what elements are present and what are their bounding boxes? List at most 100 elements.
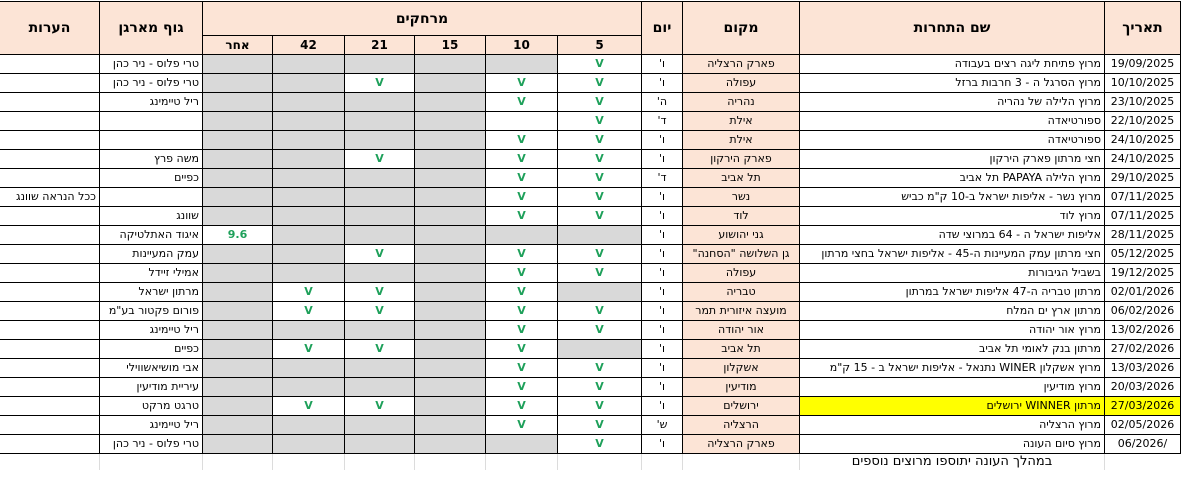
cell-competition-name[interactable]: מרוץ הלילה של נהריה: [799, 92, 1105, 112]
cell-distance-21[interactable]: [344, 111, 415, 131]
cell-day[interactable]: ו': [641, 244, 683, 264]
cell-day[interactable]: ו': [641, 225, 683, 245]
cell-distance-42[interactable]: [272, 434, 345, 454]
cell-distance-42[interactable]: [272, 225, 345, 245]
cell-day[interactable]: ו': [641, 358, 683, 378]
cell-distance-10[interactable]: V: [485, 282, 558, 302]
cell-place[interactable]: אילת: [682, 130, 800, 150]
cell-distance-5[interactable]: V: [557, 244, 642, 264]
cell-place[interactable]: עפולה: [682, 73, 800, 93]
cell-distance-5[interactable]: V: [557, 415, 642, 435]
cell-competition-name[interactable]: מרוץ מודיעין: [799, 377, 1105, 397]
cell-day[interactable]: ו': [641, 206, 683, 226]
cell-date[interactable]: 13/03/2026: [1104, 358, 1181, 378]
cell-distance-other[interactable]: [201, 54, 274, 74]
col-header-distance-5[interactable]: 5: [557, 35, 642, 55]
cell-date[interactable]: 02/05/2026: [1104, 415, 1181, 435]
cell-distance-42[interactable]: [272, 149, 345, 169]
cell-distance-10[interactable]: V: [485, 377, 558, 397]
cell-organizer[interactable]: [98, 130, 203, 150]
col-header-distance-15[interactable]: 15: [414, 35, 486, 55]
cell-day[interactable]: ו': [641, 54, 683, 74]
cell-distance-5[interactable]: V: [557, 187, 642, 207]
cell-day[interactable]: ו': [641, 73, 683, 93]
cell-distance-other[interactable]: [201, 377, 274, 397]
cell-distance-10[interactable]: [485, 434, 558, 454]
footer-cell-d5[interactable]: [557, 453, 642, 470]
cell-date[interactable]: 27/02/2026: [1104, 339, 1181, 359]
cell-organizer[interactable]: עמק המעיינות: [98, 244, 203, 264]
cell-distance-21[interactable]: [344, 320, 415, 340]
cell-distance-other[interactable]: [201, 339, 274, 359]
cell-competition-name[interactable]: מרוץ לוד: [799, 206, 1105, 226]
cell-organizer[interactable]: טרי פלוס - ניר כהן: [98, 54, 203, 74]
footer-cell-d15[interactable]: [414, 453, 486, 470]
cell-competition-name[interactable]: ספורטיאדה: [799, 111, 1105, 131]
cell-day[interactable]: ד': [641, 168, 683, 188]
cell-organizer[interactable]: טרי פלוס - ניר כהן: [98, 434, 203, 454]
cell-day[interactable]: ו': [641, 149, 683, 169]
cell-day[interactable]: ו': [641, 339, 683, 359]
cell-note[interactable]: [0, 130, 100, 150]
cell-distance-5[interactable]: V: [557, 320, 642, 340]
cell-distance-21[interactable]: [344, 434, 415, 454]
col-header-notes[interactable]: הערות: [0, 1, 100, 55]
cell-competition-name[interactable]: מרוץ הסרגל ה - 3 חרבות ברזל: [799, 73, 1105, 93]
cell-distance-other[interactable]: [201, 244, 274, 264]
cell-place[interactable]: לוד: [682, 206, 800, 226]
cell-place[interactable]: מועצה איזורית תמר: [682, 301, 800, 321]
cell-day[interactable]: ו': [641, 320, 683, 340]
cell-note[interactable]: [0, 358, 100, 378]
cell-distance-42[interactable]: [272, 187, 345, 207]
cell-distance-other[interactable]: [201, 434, 274, 454]
cell-distance-42[interactable]: V: [272, 396, 345, 416]
cell-date[interactable]: 07/11/2025: [1104, 206, 1181, 226]
cell-place[interactable]: פארק הירקון: [682, 149, 800, 169]
cell-day[interactable]: ו': [641, 263, 683, 283]
cell-date[interactable]: 10/10/2025: [1104, 73, 1181, 93]
cell-place[interactable]: נהריה: [682, 92, 800, 112]
cell-distance-other[interactable]: [201, 73, 274, 93]
cell-date[interactable]: 22/10/2025: [1104, 111, 1181, 131]
cell-organizer[interactable]: אמילי זיידל: [98, 263, 203, 283]
cell-competition-name[interactable]: מרוץ הלילה PAPAYA תל אביב: [799, 168, 1105, 188]
cell-competition-name[interactable]: בשביל הגיבורות: [799, 263, 1105, 283]
cell-distance-15[interactable]: [414, 415, 486, 435]
cell-competition-name[interactable]: מרתון טבריה ה-47 אליפות ישראל במרתון: [799, 282, 1105, 302]
cell-distance-5[interactable]: V: [557, 73, 642, 93]
cell-distance-21[interactable]: V: [344, 301, 415, 321]
cell-day[interactable]: ו': [641, 377, 683, 397]
cell-date[interactable]: 27/03/2026: [1104, 396, 1181, 416]
cell-date[interactable]: 13/02/2026: [1104, 320, 1181, 340]
cell-distance-15[interactable]: [414, 149, 486, 169]
cell-note[interactable]: [0, 339, 100, 359]
cell-organizer[interactable]: [98, 187, 203, 207]
cell-competition-name[interactable]: מרוץ הרצליה: [799, 415, 1105, 435]
cell-distance-other[interactable]: [201, 396, 274, 416]
cell-date[interactable]: 24/10/2025: [1104, 149, 1181, 169]
cell-distance-5[interactable]: V: [557, 130, 642, 150]
cell-distance-21[interactable]: [344, 92, 415, 112]
cell-distance-other[interactable]: [201, 320, 274, 340]
cell-note[interactable]: [0, 54, 100, 74]
cell-distance-15[interactable]: [414, 396, 486, 416]
cell-distance-5[interactable]: V: [557, 434, 642, 454]
cell-date[interactable]: 02/01/2026: [1104, 282, 1181, 302]
cell-distance-42[interactable]: [272, 54, 345, 74]
cell-date[interactable]: 19/12/2025: [1104, 263, 1181, 283]
cell-day[interactable]: ש': [641, 415, 683, 435]
cell-organizer[interactable]: ריל טיימינג: [98, 320, 203, 340]
cell-distance-10[interactable]: V: [485, 263, 558, 283]
cell-place[interactable]: גן השלושה "הסחנה": [682, 244, 800, 264]
cell-distance-5[interactable]: V: [557, 301, 642, 321]
col-header-distance-21[interactable]: 21: [344, 35, 415, 55]
cell-distance-10[interactable]: V: [485, 301, 558, 321]
cell-distance-10[interactable]: [485, 54, 558, 74]
cell-distance-21[interactable]: V: [344, 73, 415, 93]
col-header-place[interactable]: מקום: [682, 1, 800, 55]
cell-distance-5[interactable]: V: [557, 111, 642, 131]
cell-distance-10[interactable]: V: [485, 92, 558, 112]
cell-date[interactable]: 20/03/2026: [1104, 377, 1181, 397]
cell-organizer[interactable]: טרגט מרקט: [98, 396, 203, 416]
cell-organizer[interactable]: כפיים: [98, 168, 203, 188]
